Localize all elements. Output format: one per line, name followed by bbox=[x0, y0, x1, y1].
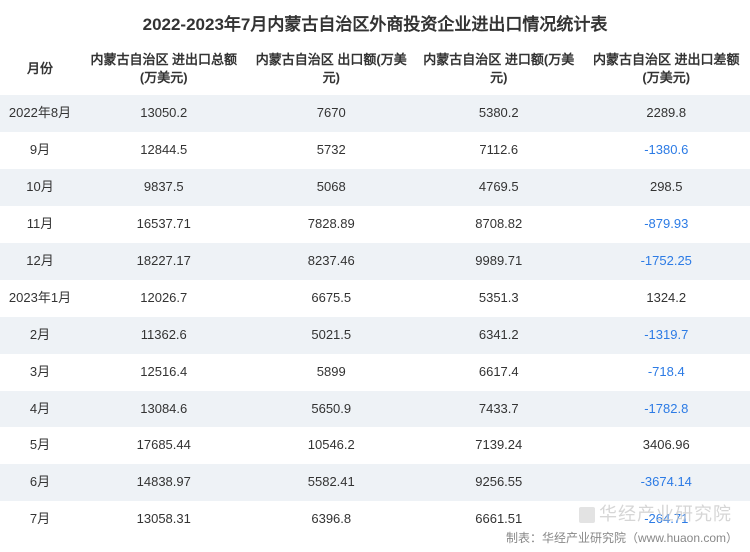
cell-total: 18227.17 bbox=[80, 243, 248, 280]
cell-diff: 298.5 bbox=[583, 169, 750, 206]
cell-export: 5068 bbox=[248, 169, 416, 206]
cell-total: 12844.5 bbox=[80, 132, 248, 169]
cell-import: 5351.3 bbox=[415, 280, 583, 317]
cell-total: 12026.7 bbox=[80, 280, 248, 317]
cell-import: 7139.24 bbox=[415, 427, 583, 464]
cell-month: 12月 bbox=[0, 243, 80, 280]
cell-export: 6675.5 bbox=[248, 280, 416, 317]
table-row: 6月14838.975582.419256.55-3674.14 bbox=[0, 464, 750, 501]
cell-total: 11362.6 bbox=[80, 317, 248, 354]
cell-import: 5380.2 bbox=[415, 95, 583, 132]
table-row: 9月12844.557327112.6-1380.6 bbox=[0, 132, 750, 169]
table-row: 12月18227.178237.469989.71-1752.25 bbox=[0, 243, 750, 280]
cell-diff: -1380.6 bbox=[583, 132, 750, 169]
cell-import: 9989.71 bbox=[415, 243, 583, 280]
cell-export: 7670 bbox=[248, 95, 416, 132]
cell-total: 13050.2 bbox=[80, 95, 248, 132]
stats-table: 月份 内蒙古自治区 进出口总额(万美元) 内蒙古自治区 出口额(万美元) 内蒙古… bbox=[0, 43, 750, 538]
cell-diff: 2289.8 bbox=[583, 95, 750, 132]
table-row: 5月17685.4410546.27139.243406.96 bbox=[0, 427, 750, 464]
cell-total: 17685.44 bbox=[80, 427, 248, 464]
cell-total: 13058.31 bbox=[80, 501, 248, 538]
cell-diff: 1324.2 bbox=[583, 280, 750, 317]
cell-import: 7433.7 bbox=[415, 391, 583, 428]
col-diff: 内蒙古自治区 进出口差额(万美元) bbox=[583, 43, 750, 95]
cell-diff: -718.4 bbox=[583, 354, 750, 391]
cell-export: 5021.5 bbox=[248, 317, 416, 354]
cell-diff: -1319.7 bbox=[583, 317, 750, 354]
table-row: 10月9837.550684769.5298.5 bbox=[0, 169, 750, 206]
table-row: 4月13084.65650.97433.7-1782.8 bbox=[0, 391, 750, 428]
table-row: 2月11362.65021.56341.2-1319.7 bbox=[0, 317, 750, 354]
cell-export: 5650.9 bbox=[248, 391, 416, 428]
cell-diff: 3406.96 bbox=[583, 427, 750, 464]
cell-export: 5899 bbox=[248, 354, 416, 391]
cell-import: 4769.5 bbox=[415, 169, 583, 206]
cell-month: 5月 bbox=[0, 427, 80, 464]
cell-export: 5732 bbox=[248, 132, 416, 169]
footer-credit: 制表：华经产业研究院（www.huaon.com） bbox=[506, 529, 738, 546]
table-row: 3月12516.458996617.4-718.4 bbox=[0, 354, 750, 391]
table-row: 2023年1月12026.76675.55351.31324.2 bbox=[0, 280, 750, 317]
col-export: 内蒙古自治区 出口额(万美元) bbox=[248, 43, 416, 95]
cell-diff: -1782.8 bbox=[583, 391, 750, 428]
cell-month: 9月 bbox=[0, 132, 80, 169]
cell-import: 6341.2 bbox=[415, 317, 583, 354]
cell-month: 6月 bbox=[0, 464, 80, 501]
cell-import: 9256.55 bbox=[415, 464, 583, 501]
cell-import: 7112.6 bbox=[415, 132, 583, 169]
cell-month: 11月 bbox=[0, 206, 80, 243]
col-month: 月份 bbox=[0, 43, 80, 95]
col-total: 内蒙古自治区 进出口总额(万美元) bbox=[80, 43, 248, 95]
cell-month: 10月 bbox=[0, 169, 80, 206]
cell-total: 14838.97 bbox=[80, 464, 248, 501]
cell-month: 2022年8月 bbox=[0, 95, 80, 132]
cell-import: 6617.4 bbox=[415, 354, 583, 391]
cell-export: 5582.41 bbox=[248, 464, 416, 501]
cell-month: 4月 bbox=[0, 391, 80, 428]
table-row: 11月16537.717828.898708.82-879.93 bbox=[0, 206, 750, 243]
cell-export: 8237.46 bbox=[248, 243, 416, 280]
cell-export: 7828.89 bbox=[248, 206, 416, 243]
cell-total: 16537.71 bbox=[80, 206, 248, 243]
cell-import: 8708.82 bbox=[415, 206, 583, 243]
cell-month: 2023年1月 bbox=[0, 280, 80, 317]
cell-diff: -1752.25 bbox=[583, 243, 750, 280]
cell-diff: -879.93 bbox=[583, 206, 750, 243]
col-import: 内蒙古自治区 进口额(万美元) bbox=[415, 43, 583, 95]
cell-export: 10546.2 bbox=[248, 427, 416, 464]
cell-diff: -3674.14 bbox=[583, 464, 750, 501]
table-row: 2022年8月13050.276705380.22289.8 bbox=[0, 95, 750, 132]
cell-month: 3月 bbox=[0, 354, 80, 391]
cell-month: 2月 bbox=[0, 317, 80, 354]
cell-total: 9837.5 bbox=[80, 169, 248, 206]
cell-month: 7月 bbox=[0, 501, 80, 538]
header-row: 月份 内蒙古自治区 进出口总额(万美元) 内蒙古自治区 出口额(万美元) 内蒙古… bbox=[0, 43, 750, 95]
cell-total: 12516.4 bbox=[80, 354, 248, 391]
cell-export: 6396.8 bbox=[248, 501, 416, 538]
cell-total: 13084.6 bbox=[80, 391, 248, 428]
table-title: 2022-2023年7月内蒙古自治区外商投资企业进出口情况统计表 bbox=[0, 0, 750, 43]
